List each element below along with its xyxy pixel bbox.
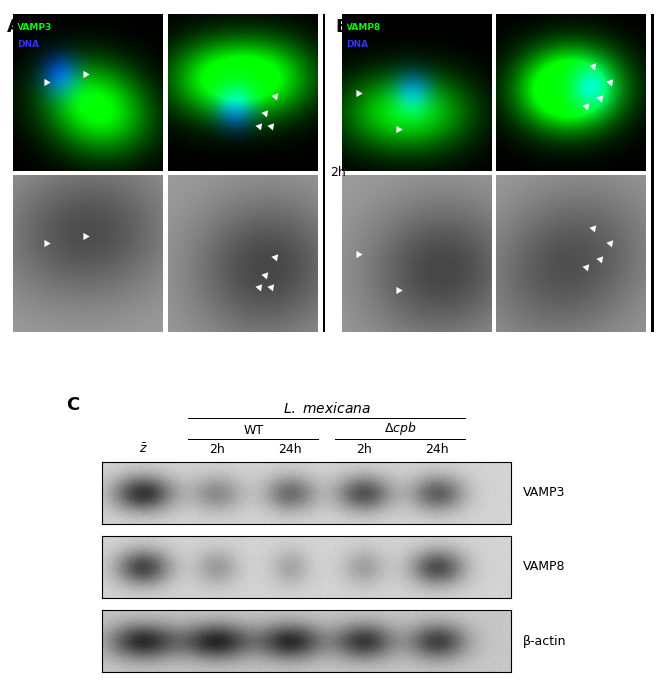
Text: C: C bbox=[66, 395, 79, 414]
Text: VAMP3: VAMP3 bbox=[523, 486, 565, 499]
Text: DNA: DNA bbox=[17, 40, 40, 49]
Text: WT: WT bbox=[243, 424, 264, 437]
Text: 24h: 24h bbox=[425, 443, 449, 456]
Text: $\bar{z}$: $\bar{z}$ bbox=[138, 443, 148, 456]
Text: DNA: DNA bbox=[346, 40, 368, 49]
Text: VAMP8: VAMP8 bbox=[523, 561, 565, 573]
Text: β-actin: β-actin bbox=[523, 635, 566, 648]
Text: B: B bbox=[335, 18, 349, 36]
Text: 2h: 2h bbox=[209, 443, 225, 456]
Text: A: A bbox=[7, 18, 20, 36]
Text: $\it{L.\ mexicana}$: $\it{L.\ mexicana}$ bbox=[283, 401, 371, 416]
Text: VAMP3: VAMP3 bbox=[17, 22, 53, 32]
Text: $\Delta\mathit{cpb}$: $\Delta\mathit{cpb}$ bbox=[384, 420, 416, 437]
Text: 2h: 2h bbox=[331, 167, 346, 179]
Text: 24h: 24h bbox=[278, 443, 302, 456]
Text: VAMP8: VAMP8 bbox=[346, 22, 381, 32]
Text: 2h: 2h bbox=[356, 443, 372, 456]
